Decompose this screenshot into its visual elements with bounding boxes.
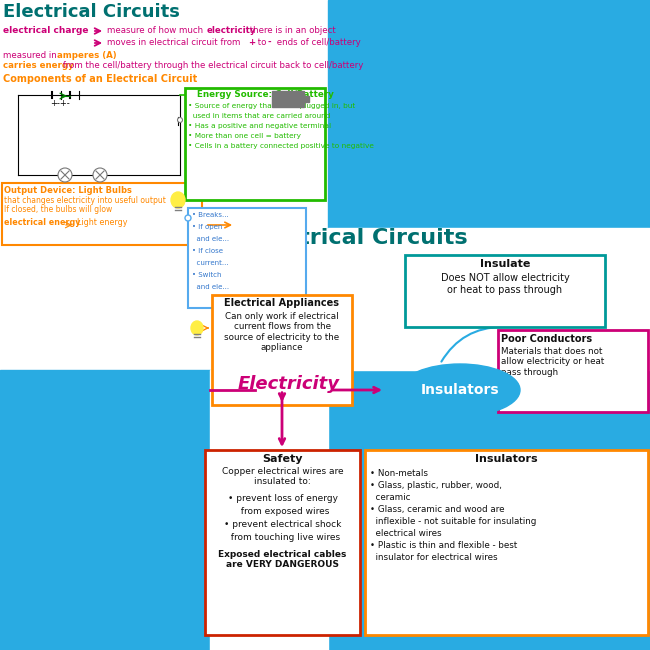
Text: Electrical Appliances: Electrical Appliances: [224, 298, 339, 308]
Text: Electrical Circuits: Electrical Circuits: [248, 228, 467, 248]
Bar: [498, 330, 648, 412]
Text: • If close: • If close: [192, 248, 223, 254]
Text: • prevent loss of energy: • prevent loss of energy: [227, 494, 337, 503]
Text: • Glass, plastic, rubber, wood,: • Glass, plastic, rubber, wood,: [370, 481, 502, 490]
Bar: [205, 450, 360, 635]
Bar: [272, 91, 304, 107]
Text: Components of an Electrical Circuit: Components of an Electrical Circuit: [3, 74, 197, 84]
Bar: [405, 255, 605, 327]
Ellipse shape: [191, 321, 203, 335]
Text: and ele...: and ele...: [192, 236, 229, 242]
Text: amperes (A): amperes (A): [57, 51, 116, 60]
Text: • prevent electrical shock: • prevent electrical shock: [224, 520, 341, 529]
Text: Light energy: Light energy: [77, 218, 127, 227]
Text: from exposed wires: from exposed wires: [235, 507, 330, 516]
Text: Materials that does not
allow electricity or heat
pass through: Materials that does not allow electricit…: [501, 347, 604, 377]
Text: • Switch: • Switch: [192, 272, 222, 278]
Text: electrical charge: electrical charge: [3, 26, 88, 35]
Text: -: -: [268, 38, 272, 47]
Text: • Cells in a battery connected positive to negative: • Cells in a battery connected positive …: [188, 143, 374, 149]
Text: If closed, the bulbs will glow: If closed, the bulbs will glow: [4, 205, 112, 214]
Bar: [304, 96, 309, 102]
Text: electricity: electricity: [207, 26, 257, 35]
Text: ceramic: ceramic: [370, 493, 411, 502]
Text: and ele...: and ele...: [192, 284, 229, 290]
Text: measured in: measured in: [3, 51, 60, 60]
Circle shape: [177, 118, 183, 122]
Text: • Breaks...: • Breaks...: [192, 212, 229, 218]
Text: from touching live wires: from touching live wires: [225, 533, 340, 542]
Text: Insulate: Insulate: [480, 259, 530, 269]
Text: measure of how much: measure of how much: [107, 26, 206, 35]
Text: Does NOT allow electricity
or heat to pass through: Does NOT allow electricity or heat to pa…: [441, 273, 569, 294]
Text: Electricity: Electricity: [238, 375, 340, 393]
Bar: [0, 370, 210, 650]
Text: current...: current...: [192, 260, 229, 266]
Bar: [328, 0, 650, 228]
Text: carries energy: carries energy: [3, 61, 73, 70]
Text: • Plastic is thin and flexible - best: • Plastic is thin and flexible - best: [370, 541, 517, 550]
Text: moves in electrical circuit from: moves in electrical circuit from: [107, 38, 243, 47]
Ellipse shape: [171, 192, 185, 208]
Bar: [185, 88, 325, 200]
Bar: [210, 370, 328, 650]
Text: to: to: [255, 38, 269, 47]
Text: insulator for electrical wires: insulator for electrical wires: [370, 553, 498, 562]
Text: Output Device: Light Bulbs: Output Device: Light Bulbs: [4, 186, 132, 195]
Text: that changes electricity into useful output: that changes electricity into useful out…: [4, 196, 166, 205]
Text: from the cell/battery through the electrical circuit back to cell/battery: from the cell/battery through the electr…: [60, 61, 363, 70]
Bar: [188, 208, 306, 308]
Text: Electrical Circuits: Electrical Circuits: [3, 3, 180, 21]
Text: inflexible - not suitable for insulating: inflexible - not suitable for insulating: [370, 517, 536, 526]
Text: • Has a positive and negative terminal: • Has a positive and negative terminal: [188, 123, 331, 129]
Circle shape: [58, 168, 72, 182]
Text: electrical wires: electrical wires: [370, 529, 441, 538]
Text: ends of cell/battery: ends of cell/battery: [274, 38, 361, 47]
Bar: [365, 450, 648, 635]
Text: • More than one cell = battery: • More than one cell = battery: [188, 133, 301, 139]
Text: Safety: Safety: [262, 454, 303, 464]
Text: • Source of energy that is not plugged in, but: • Source of energy that is not plugged i…: [188, 103, 356, 109]
Text: www.studychamp.co.za: www.studychamp.co.za: [549, 639, 648, 648]
Text: Energy Source: Cell/Battery: Energy Source: Cell/Battery: [197, 90, 334, 99]
Text: Copper electrical wires are
insulated to:: Copper electrical wires are insulated to…: [222, 467, 343, 486]
Text: +-+-: +-+-: [50, 99, 70, 108]
Text: electrical energy: electrical energy: [4, 218, 81, 227]
Text: Insulators: Insulators: [475, 454, 538, 464]
Text: Exposed electrical cables
are VERY DANGEROUS: Exposed electrical cables are VERY DANGE…: [218, 550, 346, 569]
Text: • If open: • If open: [192, 224, 222, 230]
Bar: [2, 183, 202, 245]
Bar: [328, 370, 650, 650]
Circle shape: [93, 168, 107, 182]
Text: Poor Conductors: Poor Conductors: [501, 334, 592, 344]
Ellipse shape: [400, 364, 520, 416]
Circle shape: [185, 215, 191, 221]
Text: used in items that are carried around: used in items that are carried around: [188, 113, 330, 119]
Bar: [328, 228, 650, 370]
Text: • Glass, ceramic and wood are: • Glass, ceramic and wood are: [370, 505, 504, 514]
Bar: [212, 295, 352, 405]
Text: Can only work if electrical
current flows from the
source of electricity to the
: Can only work if electrical current flow…: [224, 312, 339, 352]
Text: +: +: [248, 38, 255, 47]
Text: • Non-metals: • Non-metals: [370, 469, 428, 478]
Text: there is in an object: there is in an object: [247, 26, 336, 35]
Text: Insulators: Insulators: [421, 383, 499, 397]
